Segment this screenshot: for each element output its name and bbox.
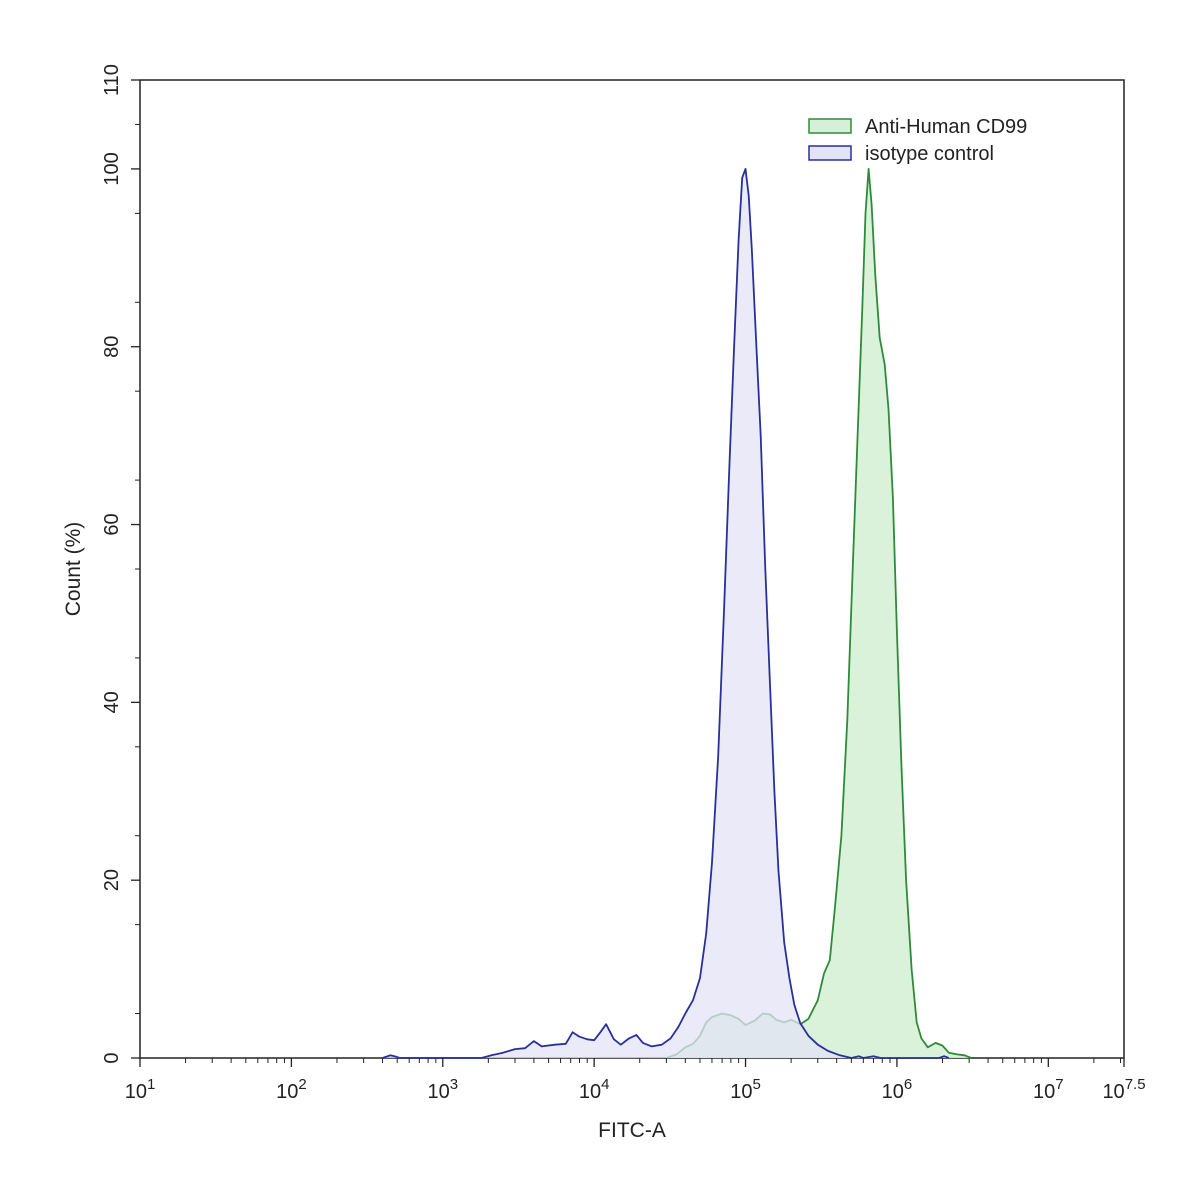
x-tick-label: 101 — [125, 1076, 156, 1103]
x-axis-title: FITC-A — [598, 1119, 666, 1142]
legend: Anti-Human CD99 isotype control — [808, 116, 1027, 165]
y-axis: 0 20 40 60 80 100 110 — [101, 64, 140, 1064]
legend-label-anti-human-cd99: Anti-Human CD99 — [865, 116, 1027, 138]
series-layer — [382, 168, 972, 1059]
y-tick-label: 0 — [101, 1052, 123, 1063]
y-tick-label: 110 — [101, 64, 123, 96]
x-tick-label: 104 — [579, 1076, 610, 1103]
y-axis-title: Count (%) — [62, 522, 85, 617]
x-tick-label: 103 — [427, 1076, 458, 1103]
x-tick-label: 107 — [1033, 1076, 1064, 1103]
legend-label-isotype-control: isotype control — [865, 143, 994, 165]
legend-swatch-isotype-control — [808, 145, 852, 161]
y-tick-label: 40 — [101, 691, 123, 713]
series-area-anti-human-cd99 — [666, 168, 972, 1058]
y-tick-label: 20 — [101, 869, 123, 891]
x-tick-label: 102 — [276, 1076, 307, 1103]
series-line-isotype-control — [382, 168, 950, 1059]
y-tick-label: 80 — [101, 336, 123, 358]
y-tick-label: 100 — [101, 152, 123, 185]
legend-swatch-anti-human-cd99 — [808, 118, 852, 134]
x-axis: 101 102 103 104 105 106 107 107.5 — [125, 1058, 1146, 1103]
x-tick-label: 106 — [882, 1076, 913, 1103]
y-tick-label: 60 — [101, 513, 123, 535]
x-tick-label: 105 — [730, 1076, 761, 1103]
x-tick-label: 107.5 — [1102, 1076, 1145, 1103]
